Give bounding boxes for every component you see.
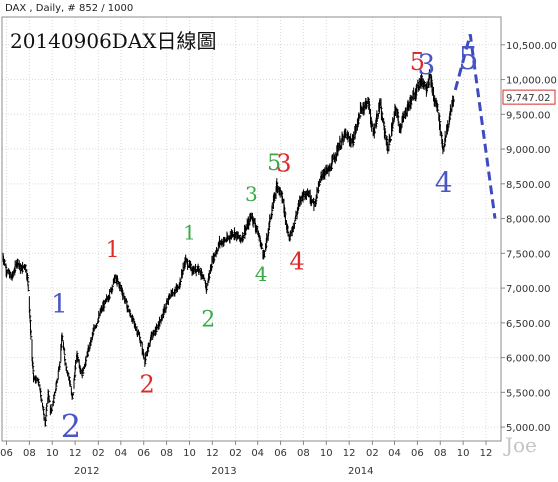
x-tick-label: 12 (343, 448, 356, 459)
x-tick-label: 08 (434, 448, 447, 459)
y-tick-label: 10,000.00 (506, 76, 557, 87)
watermark: Joe (503, 433, 537, 457)
chart-header: DAX , Daily, # 852 / 1000 (5, 3, 133, 14)
x-tick-label: 08 (160, 448, 173, 459)
wave-label: 2 (201, 307, 215, 332)
wave-label: 4 (255, 262, 268, 286)
y-tick-label: 5,500.00 (506, 388, 551, 399)
x-tick-label: 06 (411, 448, 424, 459)
wave-label: 3 (417, 48, 435, 81)
x-tick-label: 12 (69, 448, 82, 459)
projection-line (453, 33, 497, 219)
wave-label: 4 (435, 166, 453, 199)
x-tick-label: 06 (137, 448, 150, 459)
axis-layer: 5,000.00 5,500.00 6,000.00 6,500.00 7,000.00… (0, 41, 557, 477)
last-value-box (502, 89, 556, 105)
wave-label: 1 (183, 220, 196, 244)
y-tick-label: 6,000.00 (506, 354, 551, 365)
y-tick-label: 5,000.00 (506, 423, 551, 434)
y-tick-label: 7,500.00 (506, 249, 551, 260)
y-tick-label: 9,000.00 (506, 145, 551, 156)
x-tick-label: 06 (0, 448, 13, 459)
x-tick-label: 04 (251, 448, 264, 459)
x-tick-label: 10 (183, 448, 196, 459)
y-tick-label: 9,500.00 (506, 110, 551, 121)
wave-label: 5 (458, 39, 478, 77)
x-tick-label: 10 (457, 448, 470, 459)
x-year-label: 2013 (211, 466, 236, 477)
y-tick-label: 8,500.00 (506, 180, 551, 191)
y-tick-label: 7,000.00 (506, 284, 551, 295)
x-tick-label: 04 (114, 448, 127, 459)
x-tick-label: 04 (388, 448, 401, 459)
x-year-label: 2012 (74, 466, 99, 477)
wave-label: 5 (267, 151, 281, 176)
x-tick-label: 10 (46, 448, 59, 459)
x-year-label: 2014 (348, 466, 373, 477)
last-value-label: 9,747.02 (506, 93, 551, 104)
x-tick-label: 12 (206, 448, 219, 459)
x-tick-label: 02 (366, 448, 379, 459)
wave-label: 2 (139, 370, 154, 398)
y-tick-label: 10,500.00 (506, 41, 557, 52)
y-tick-label: 6,500.00 (506, 319, 551, 330)
wave-label: 3 (245, 182, 258, 206)
x-tick-label: 08 (297, 448, 310, 459)
wave-label: 1 (51, 289, 68, 319)
x-tick-label: 12 (480, 448, 493, 459)
chart-title: 20140906DAX日線圖 (10, 29, 217, 53)
wave-label: 1 (106, 238, 120, 263)
y-tick-label: 8,000.00 (506, 215, 551, 226)
x-tick-label: 06 (274, 448, 287, 459)
wave-label: 3 (276, 149, 291, 177)
plot-frame (1, 16, 502, 442)
wave-label: 4 (289, 247, 304, 275)
wave-label: 5 (410, 48, 425, 76)
wave-label: 2 (61, 408, 81, 446)
x-tick-label: 08 (23, 448, 36, 459)
series-layer (1, 33, 497, 427)
x-tick-label: 02 (92, 448, 105, 459)
x-tick-label: 10 (320, 448, 333, 459)
x-tick-label: 02 (229, 448, 242, 459)
